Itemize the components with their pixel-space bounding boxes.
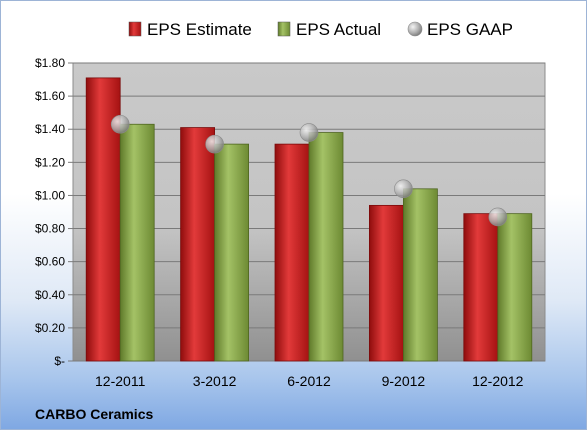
x-tick-label: 9-2012	[382, 373, 426, 389]
y-tick-label: $1.80	[35, 56, 65, 70]
eps-estimate-bar	[463, 213, 499, 362]
eps-gaap-marker	[110, 114, 130, 134]
eps-gaap-legend-swatch	[407, 21, 423, 37]
eps-actual-legend-label: EPS Actual	[296, 20, 381, 39]
legend: EPS Estimate EPS Actual EPS GAAP	[128, 20, 513, 39]
eps-estimate-bar	[180, 127, 216, 362]
y-tick-label: $0.40	[35, 288, 65, 302]
eps-gaap-legend-label: EPS GAAP	[427, 20, 513, 39]
y-tick-label: $1.20	[35, 155, 65, 169]
eps-actual-bar	[119, 123, 155, 362]
y-tick-label: $1.00	[35, 188, 65, 202]
eps-actual-bar	[402, 188, 438, 362]
eps-estimate-bar	[274, 143, 310, 362]
eps-gaap-marker	[394, 179, 413, 199]
eps-gaap-marker	[299, 123, 319, 142]
eps-estimate-legend-swatch	[128, 21, 142, 37]
eps-gaap-marker	[488, 207, 508, 227]
y-tick-label: $-	[54, 354, 65, 368]
y-tick-label: $0.20	[35, 321, 65, 335]
y-tick-label: $1.40	[35, 122, 65, 136]
eps-gaap-marker	[205, 134, 224, 154]
x-tick-label: 6-2012	[287, 373, 331, 389]
eps-estimate-legend-label: EPS Estimate	[147, 20, 252, 39]
y-tick-label: $0.80	[35, 222, 65, 236]
x-axis-labels: 12-2011 3-2012 6-2012 9-2012 12-2012	[95, 373, 524, 389]
eps-actual-bar	[497, 213, 533, 362]
y-tick-label: $0.60	[35, 255, 65, 269]
x-tick-label: 3-2012	[193, 373, 237, 389]
y-axis-ticks: $- $0.20 $0.40 $0.60 $0.80 $1.00 $1.20 $1.40 $1.…	[35, 56, 73, 368]
eps-estimate-bar	[368, 204, 404, 362]
x-tick-label: 12-2011	[95, 373, 146, 389]
eps-actual-bar	[214, 143, 250, 362]
gaap-markers	[110, 114, 508, 227]
company-label: CARBO Ceramics	[35, 406, 153, 422]
y-tick-label: $1.60	[35, 89, 65, 103]
bars	[85, 77, 533, 362]
eps-actual-legend-swatch	[277, 21, 291, 37]
eps-actual-bar	[308, 132, 344, 362]
x-tick-label: 12-2012	[472, 373, 524, 389]
